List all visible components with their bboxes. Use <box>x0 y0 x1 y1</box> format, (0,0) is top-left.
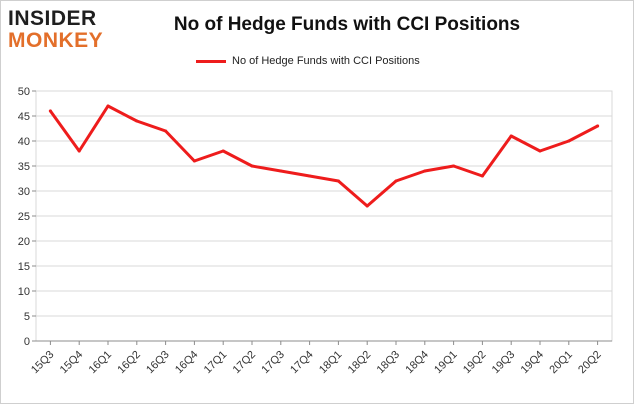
series-line <box>48 104 600 208</box>
data-point <box>48 109 52 113</box>
data-point <box>452 164 456 168</box>
data-point <box>538 149 542 153</box>
x-tick-label: 18Q3 <box>375 349 403 377</box>
x-tick-label: 17Q3 <box>259 349 287 377</box>
insider-monkey-logo: INSIDER MONKEY <box>8 8 120 52</box>
x-tick-label: 17Q1 <box>202 349 230 377</box>
x-tick-label: 18Q2 <box>346 349 374 377</box>
data-point <box>308 174 312 178</box>
data-point <box>394 179 398 183</box>
legend-label: No of Hedge Funds with CCI Positions <box>232 55 420 67</box>
chart-title: No of Hedge Funds with CCI Positions <box>173 14 521 35</box>
x-tick-label: 17Q2 <box>231 349 259 377</box>
data-point <box>423 169 427 173</box>
y-tick-label: 50 <box>18 86 30 98</box>
x-tick-label: 16Q4 <box>173 349 201 377</box>
x-tick-label: 19Q2 <box>461 349 489 377</box>
x-tick-label: 18Q4 <box>403 349 431 377</box>
x-tick-label: 19Q3 <box>490 349 518 377</box>
x-tick-label: 15Q4 <box>58 349 86 377</box>
y-tick-label: 0 <box>24 336 30 348</box>
y-tick-label: 30 <box>18 186 30 198</box>
y-tick-label: 15 <box>18 261 30 273</box>
y-tick-label: 20 <box>18 236 30 248</box>
data-point <box>164 129 168 133</box>
data-point <box>250 164 254 168</box>
x-tick-label: 16Q1 <box>87 349 115 377</box>
y-tick-label: 35 <box>18 161 30 173</box>
data-point <box>567 139 571 143</box>
logo-line-1: INSIDER <box>8 7 97 30</box>
data-point <box>221 149 225 153</box>
data-point <box>192 159 196 163</box>
y-tick-label: 40 <box>18 136 30 148</box>
y-tick-label: 5 <box>24 311 30 323</box>
y-tick-label: 25 <box>18 211 30 223</box>
x-tick-label: 16Q2 <box>115 349 143 377</box>
data-point <box>77 149 81 153</box>
data-point <box>509 134 513 138</box>
data-point <box>106 104 110 108</box>
data-point <box>336 179 340 183</box>
data-point <box>596 124 600 128</box>
data-point <box>480 174 484 178</box>
chart-legend: No of Hedge Funds with CCI Positions <box>196 51 420 71</box>
x-tick-label: 18Q1 <box>317 349 345 377</box>
y-tick-label: 45 <box>18 111 30 123</box>
data-point <box>365 204 369 208</box>
legend-swatch <box>196 59 226 63</box>
x-tick-label: 17Q4 <box>288 349 316 377</box>
data-point <box>279 169 283 173</box>
data-point <box>135 119 139 123</box>
logo-line-2: MONKEY <box>8 29 104 52</box>
x-tick-label: 19Q4 <box>519 349 547 377</box>
x-tick-label: 20Q1 <box>547 349 575 377</box>
x-tick-label: 20Q2 <box>576 349 604 377</box>
x-tick-label: 15Q3 <box>29 349 57 377</box>
x-tick-label: 19Q1 <box>432 349 460 377</box>
x-tick-label: 16Q3 <box>144 349 172 377</box>
y-tick-label: 10 <box>18 286 30 298</box>
